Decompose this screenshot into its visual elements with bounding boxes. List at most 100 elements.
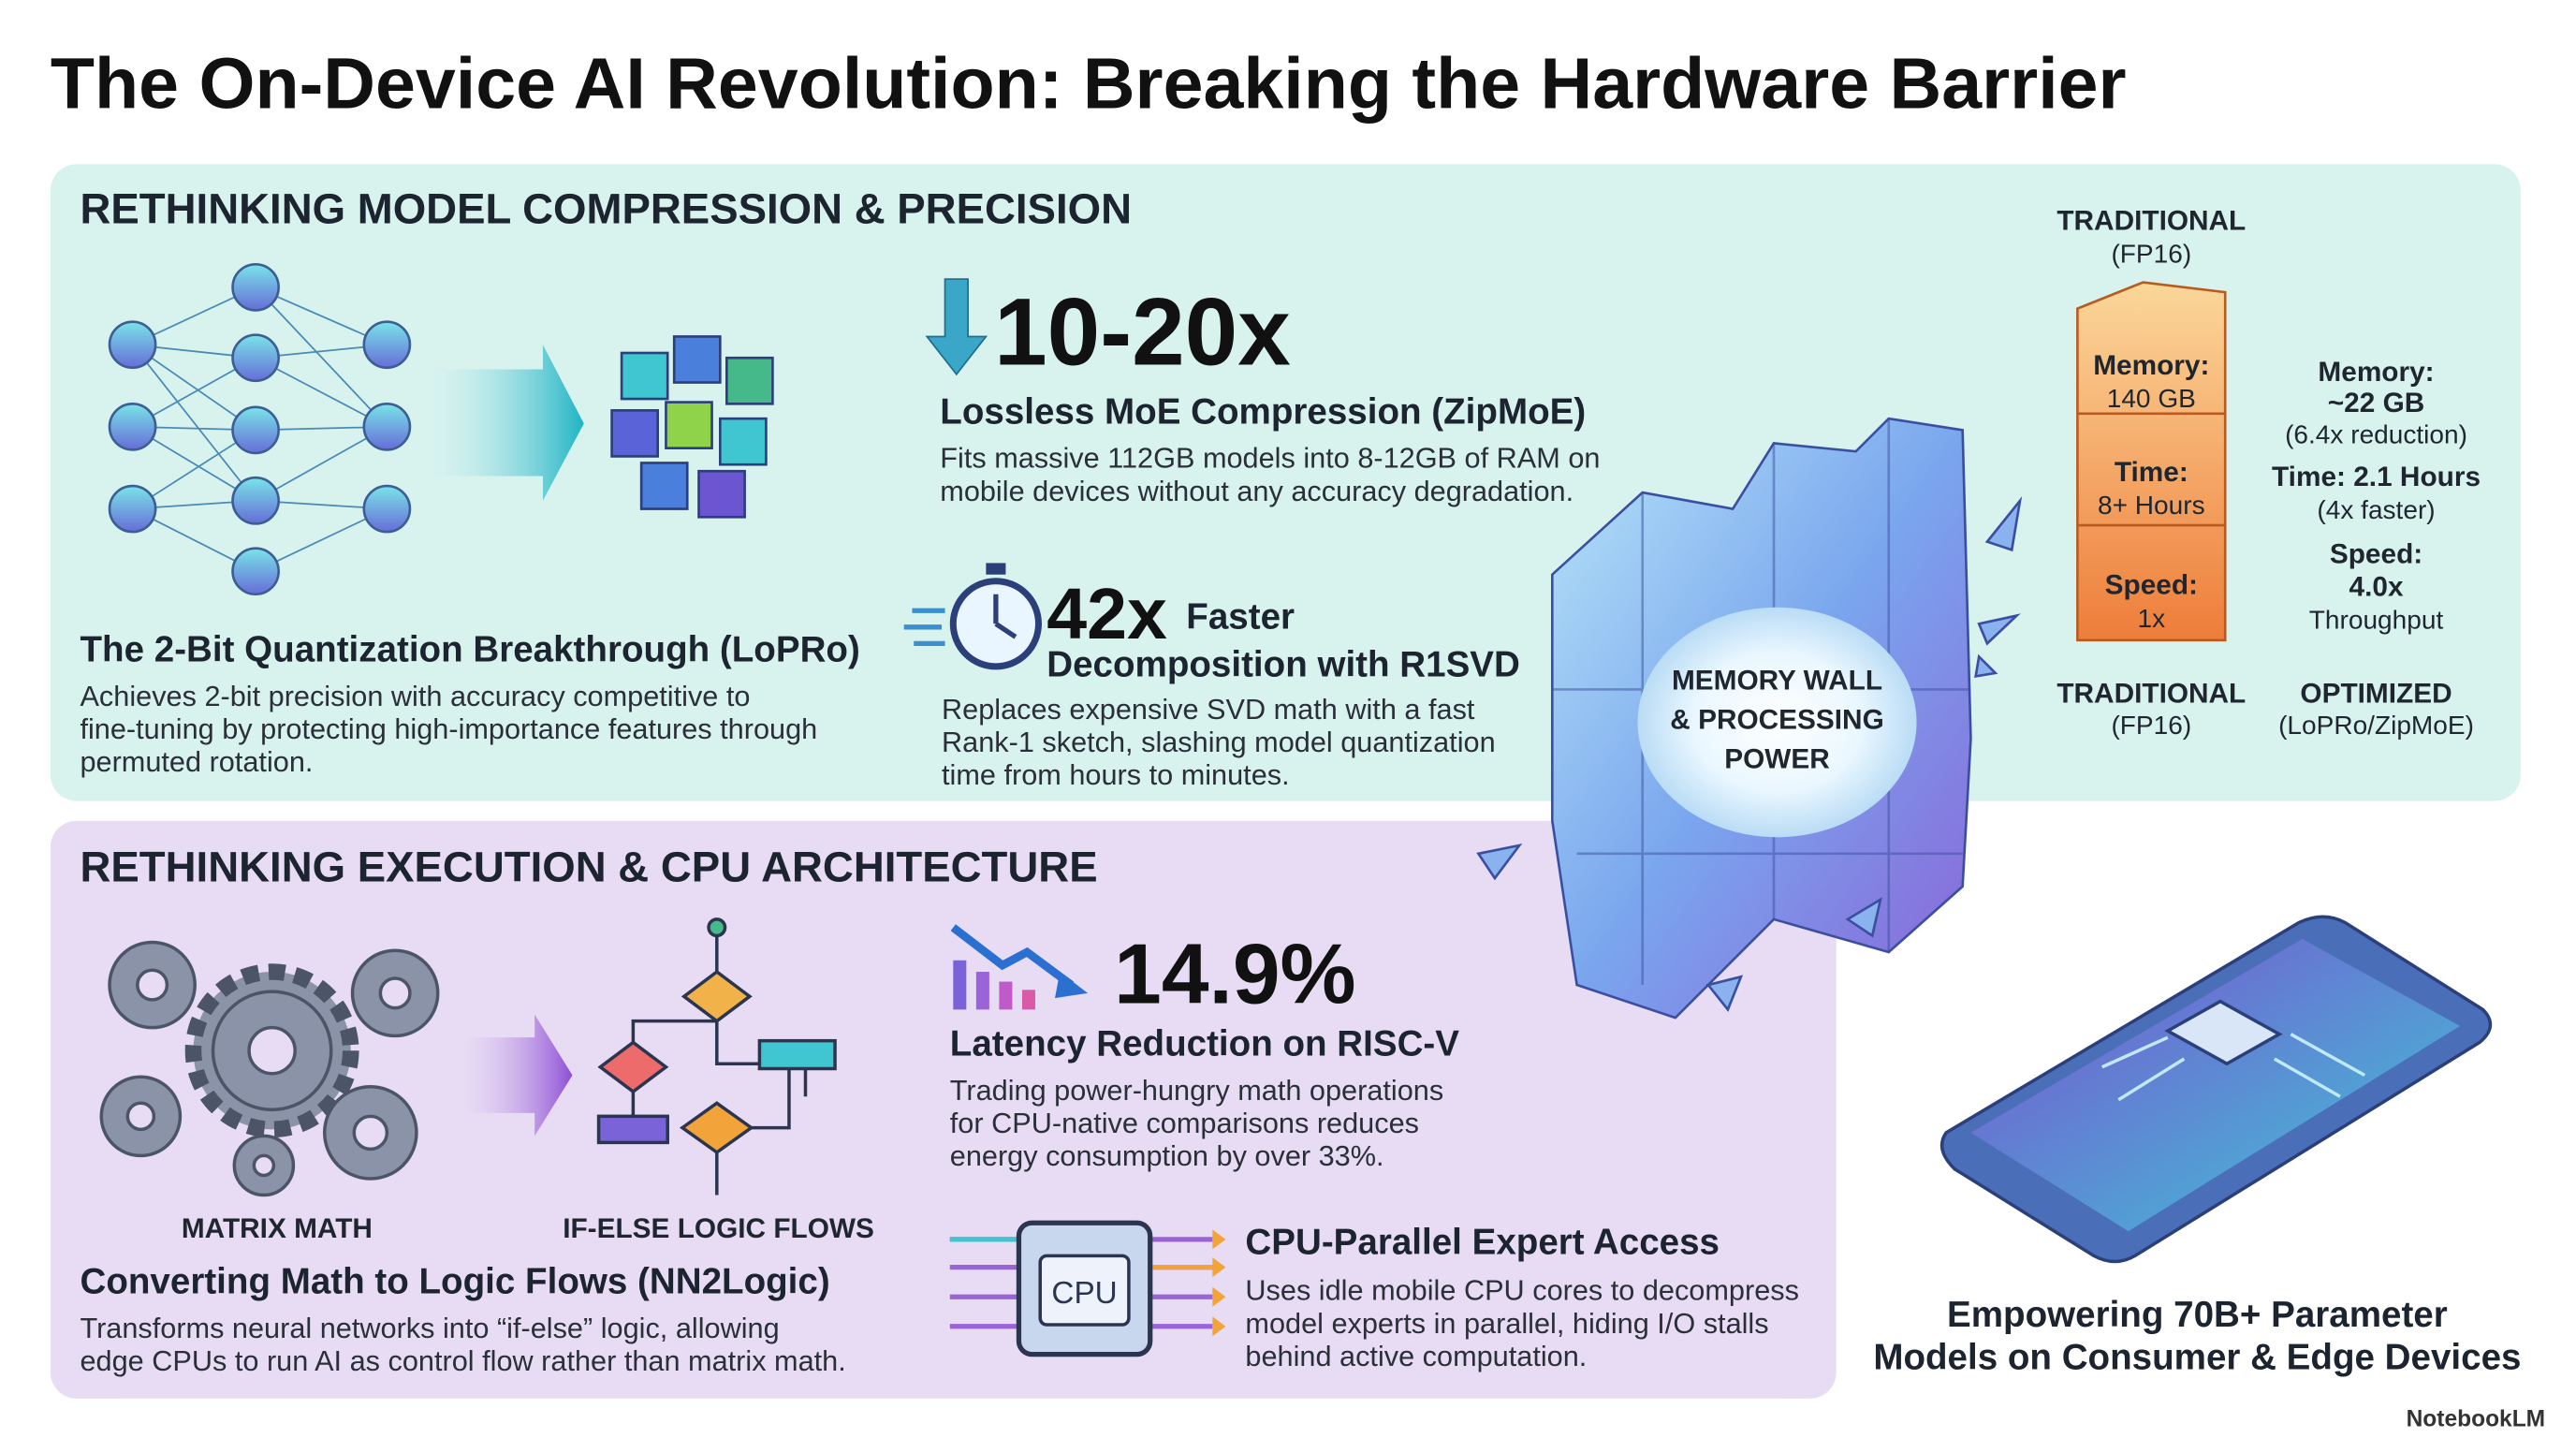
comparison-label: OPTIMIZED [2300, 678, 2452, 709]
comparison-label: (FP16) [2111, 240, 2191, 269]
comparison-label: TRADITIONAL [2056, 205, 2246, 236]
decline-chart-icon [950, 924, 1075, 989]
neural-network-icon [231, 476, 280, 525]
stack-value: 140 GB [2107, 384, 2196, 413]
wall-label: POWER [1724, 744, 1830, 775]
neural-network-icon [108, 262, 412, 596]
stat: 42x [1046, 574, 1167, 654]
feature-title: Lossless MoE Compression (ZipMoE) [940, 391, 1586, 432]
down-arrow-icon [925, 278, 988, 376]
arrow [431, 345, 584, 501]
optimized-stat: 4.0x [2349, 571, 2404, 602]
compressed-cube-icon [610, 335, 774, 519]
phone-illustration [1970, 938, 2460, 1232]
flowchart-icon [631, 927, 808, 1196]
memory-wall-illustration [1476, 496, 2023, 1012]
flowchart-icon [597, 1040, 669, 1094]
optimized-stat: ~22 GB [2328, 388, 2425, 418]
feature-body: for CPU-native comparisons reduces [950, 1107, 1419, 1139]
icon-label: MATRIX MATH [182, 1213, 373, 1244]
section-heading: RETHINKING EXECUTION & CPU ARCHITECTURE [80, 844, 1097, 891]
cpu-icon [1038, 1254, 1131, 1327]
decline-chart-icon [1021, 990, 1035, 1010]
optimized-stat: Memory: [2318, 357, 2434, 388]
arrow [461, 1014, 573, 1137]
comparison-label: (LoPRo/ZipMoE) [2278, 711, 2474, 740]
feature-body: Rank-1 sketch, slashing model quantizati… [942, 726, 1496, 758]
feature-body: Achieves 2-bit precision with accuracy c… [80, 680, 750, 712]
feature-title: Latency Reduction on RISC-V [950, 1023, 1459, 1064]
neural-network-icon [231, 547, 280, 596]
phone-caption: Empowering 70B+ Parameter [1947, 1295, 2448, 1335]
feature-body: Fits massive 112GB models into 8-12GB of… [940, 442, 1600, 475]
feature-body: edge CPUs to run AI as control flow rath… [80, 1344, 845, 1377]
compressed-cube-icon [639, 462, 689, 510]
phone-illustration [2164, 999, 2283, 1066]
neural-network-icon [131, 286, 388, 572]
stack-label: Time: [2115, 457, 2188, 488]
memory-wall-illustration [1476, 417, 2023, 1020]
feature-title: The 2-Bit Quantization Breakthrough (LoP… [80, 630, 859, 670]
flowchart-icon [681, 969, 753, 1023]
flowchart-icon [707, 917, 727, 938]
neural-network-icon [231, 333, 280, 383]
stack-value: 8+ Hours [2098, 491, 2205, 520]
flowchart-icon [679, 1101, 754, 1155]
compressed-cube-icon [672, 335, 722, 384]
feature-body: Replaces expensive SVD math with a fast [942, 693, 1475, 726]
gears-icon [247, 1025, 297, 1076]
stat: 10-20x [994, 278, 1291, 385]
compressed-cube-icon [620, 351, 669, 401]
memory-wall-illustration [1637, 607, 1917, 838]
compressed-cube-icon [610, 409, 659, 458]
wall-label: MEMORY WALL [1672, 665, 1882, 696]
neural-network-icon [108, 484, 157, 534]
optimized-stat: (4x faster) [2317, 495, 2435, 524]
optimized-stat: Time: 2.1 Hours [2272, 462, 2481, 492]
cpu-icon [949, 1220, 1226, 1357]
panel [50, 820, 1837, 1399]
decline-chart-icon [950, 924, 1089, 1010]
optimized-stat: Throughput [2309, 606, 2444, 635]
stack-value: 1x [2137, 604, 2165, 633]
compressed-cube-icon [665, 401, 713, 449]
decline-chart-icon [1055, 972, 1089, 999]
gears-icon [136, 968, 169, 1002]
stopwatch-icon [993, 594, 1017, 639]
neural-network-icon [231, 262, 280, 312]
feature-body: permuted rotation. [80, 745, 313, 778]
flowchart-icon [596, 917, 837, 1196]
compressed-cube-icon [725, 356, 774, 405]
phone-caption: Models on Consumer & Edge Devices [1873, 1337, 2521, 1377]
comparison-label: (FP16) [2111, 711, 2191, 740]
stat-suffix: Faster [1186, 597, 1295, 638]
feature-body: behind active computation. [1245, 1340, 1587, 1372]
stack-label: Memory: [2093, 350, 2209, 381]
gears-icon [99, 940, 440, 1197]
wall-label: & PROCESSING [1670, 705, 1883, 736]
icon-label: IF-ELSE LOGIC FLOWS [563, 1213, 874, 1244]
feature-body: model experts in parallel, hiding I/O st… [1245, 1307, 1768, 1340]
stopwatch-icon [903, 608, 945, 646]
flowchart-icon [757, 1038, 837, 1071]
stopwatch-icon [903, 563, 1042, 670]
stack-label: Speed: [2105, 570, 2198, 601]
traditional-stack [2076, 281, 2227, 642]
optimized-stat: Speed: [2330, 538, 2422, 569]
feature-body: Trading power-hungry math operations [950, 1074, 1443, 1107]
feature-body: energy consumption by over 33%. [950, 1139, 1384, 1172]
gears-icon [125, 1101, 156, 1132]
compressed-cube-icon [719, 417, 768, 466]
stat: 14.9% [1114, 926, 1355, 1021]
gears-icon [378, 976, 412, 1010]
neural-network-icon [362, 484, 412, 534]
neural-network-icon [362, 320, 412, 370]
flowchart-icon [596, 1114, 669, 1145]
stopwatch-icon [986, 563, 1006, 575]
neural-network-icon [108, 262, 412, 596]
decline-chart-icon [999, 981, 1013, 1010]
traditional-stack [2076, 281, 2227, 642]
